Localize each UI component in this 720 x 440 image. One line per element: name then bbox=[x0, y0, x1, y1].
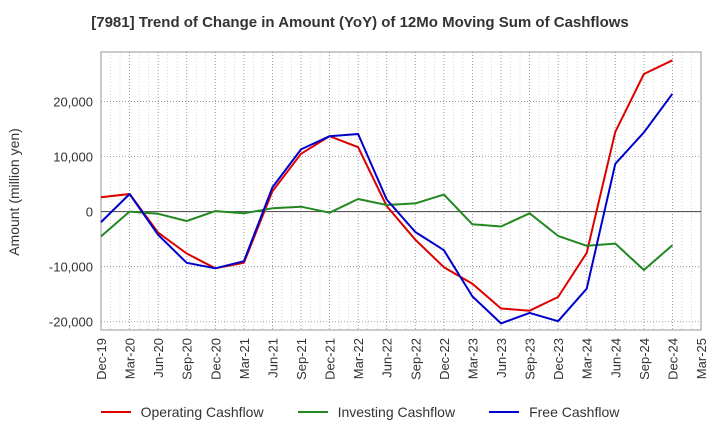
x-tick-label: Jun-22 bbox=[380, 338, 395, 378]
x-tick-label: Sep-23 bbox=[523, 338, 538, 380]
legend-label-investing: Investing Cashflow bbox=[337, 404, 456, 420]
legend-item-operating: Operating Cashflow bbox=[100, 404, 264, 420]
x-tick-label: Mar-20 bbox=[123, 338, 138, 379]
x-tick-label: Sep-22 bbox=[408, 338, 423, 380]
y-axis-label: Amount (million yen) bbox=[6, 128, 22, 256]
x-tick-label: Mar-25 bbox=[694, 338, 709, 379]
x-tick-label: Mar-22 bbox=[351, 338, 366, 379]
x-tick-label: Dec-21 bbox=[323, 338, 338, 380]
x-tick-label: Sep-24 bbox=[637, 338, 652, 380]
x-tick-label: Mar-21 bbox=[237, 338, 252, 379]
legend: Operating Cashflow Investing Cashflow Fr… bbox=[0, 404, 720, 420]
series-layer bbox=[100, 59, 674, 325]
y-tick-label: 10,000 bbox=[53, 150, 93, 165]
grid-layer bbox=[100, 51, 702, 331]
legend-swatch-free bbox=[489, 411, 520, 413]
x-tick-label: Sep-20 bbox=[180, 338, 195, 380]
y-tick-label: 20,000 bbox=[53, 95, 93, 110]
legend-item-investing: Investing Cashflow bbox=[297, 404, 456, 420]
y-tick-label: -10,000 bbox=[49, 260, 93, 275]
legend-label-free: Free Cashflow bbox=[529, 404, 620, 420]
y-tick-label: -20,000 bbox=[49, 315, 93, 330]
x-tick-label: Dec-23 bbox=[551, 338, 566, 380]
series-line-investing-cashflow bbox=[100, 193, 674, 271]
x-tick-label: Mar-23 bbox=[465, 338, 480, 379]
plot-area bbox=[100, 51, 702, 331]
x-tick-label: Dec-22 bbox=[437, 338, 452, 380]
x-tick-label: Dec-20 bbox=[208, 338, 223, 380]
legend-swatch-investing bbox=[297, 411, 328, 413]
x-tick-label: Dec-19 bbox=[94, 338, 109, 380]
y-tick-label: 0 bbox=[86, 205, 93, 220]
series-line-operating-cashflow bbox=[100, 59, 673, 312]
chart-title: [7981] Trend of Change in Amount (YoY) o… bbox=[91, 14, 629, 31]
x-tick-label: Mar-24 bbox=[580, 338, 595, 379]
x-tick-label: Dec-24 bbox=[665, 338, 680, 380]
legend-swatch-operating bbox=[100, 411, 131, 413]
legend-label-operating: Operating Cashflow bbox=[140, 404, 264, 420]
x-tick-label: Jun-21 bbox=[265, 338, 280, 378]
x-tick-label: Sep-21 bbox=[294, 338, 309, 380]
x-tick-label: Jun-24 bbox=[608, 338, 623, 378]
x-tick-label: Jun-20 bbox=[151, 338, 166, 378]
series-line-free-cashflow bbox=[100, 93, 674, 325]
x-tick-label: Jun-23 bbox=[494, 338, 509, 378]
legend-item-free: Free Cashflow bbox=[489, 404, 619, 420]
